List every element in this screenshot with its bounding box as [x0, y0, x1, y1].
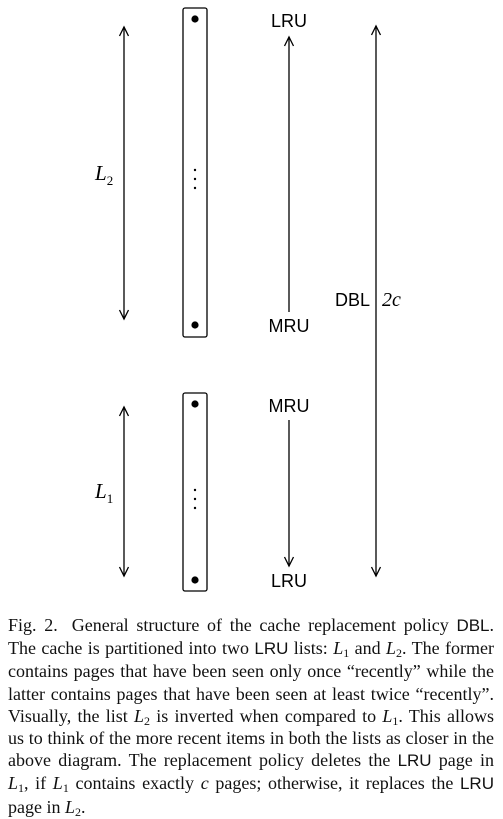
- math-l2: L2: [386, 638, 403, 661]
- l1-mru-label: MRU: [269, 396, 310, 416]
- dbl-size-label: 2c: [382, 289, 401, 311]
- math-l2: L2: [133, 705, 150, 728]
- l2-top-page-dot: [191, 15, 199, 23]
- l2-middle-dot-1: [193, 168, 197, 172]
- l1-middle-dot-1: [193, 488, 197, 492]
- l2-recency-arrow: [283, 35, 295, 312]
- l1-height-arrow: [118, 405, 130, 578]
- dbl-size-background: [377, 284, 407, 314]
- figure-caption: Fig. 2. General structure of the cache re…: [8, 615, 495, 819]
- dbl-label-background: [326, 284, 375, 314]
- dbl-structure-diagram: L2 LRU MRU L1 MRU LRU DBL 2c: [94, 7, 407, 592]
- l1-label: L1: [94, 479, 113, 506]
- math-l1: L1: [52, 773, 69, 796]
- l2-bottom-page-dot: [191, 321, 199, 329]
- dbl-total-arrow: [370, 24, 382, 578]
- l2-lru-label: LRU: [271, 11, 307, 31]
- math-l1: L1: [333, 638, 350, 661]
- l2-middle-dot-3: [193, 186, 197, 190]
- l2-label: L2: [94, 161, 113, 188]
- math-l1: L1: [382, 705, 399, 728]
- l1-recency-arrow: [283, 420, 295, 568]
- l2-list-box: [182, 7, 208, 338]
- l2-mru-label: MRU: [269, 316, 310, 336]
- l1-bottom-page-dot: [191, 576, 199, 584]
- l1-list-box: [182, 392, 208, 592]
- l1-middle-dot-3: [193, 506, 197, 510]
- math-l1: L1: [8, 773, 25, 796]
- figure-number: Fig. 2.: [8, 615, 58, 635]
- dbl-label: DBL: [335, 290, 370, 310]
- l1-lru-label: LRU: [271, 571, 307, 591]
- l2-height-arrow: [118, 25, 130, 321]
- l1-top-page-dot: [191, 400, 199, 408]
- l1-middle-dot-2: [193, 497, 197, 501]
- math-l2: L2: [64, 796, 81, 819]
- l2-middle-dot-2: [193, 177, 197, 181]
- math-c: c: [200, 773, 209, 794]
